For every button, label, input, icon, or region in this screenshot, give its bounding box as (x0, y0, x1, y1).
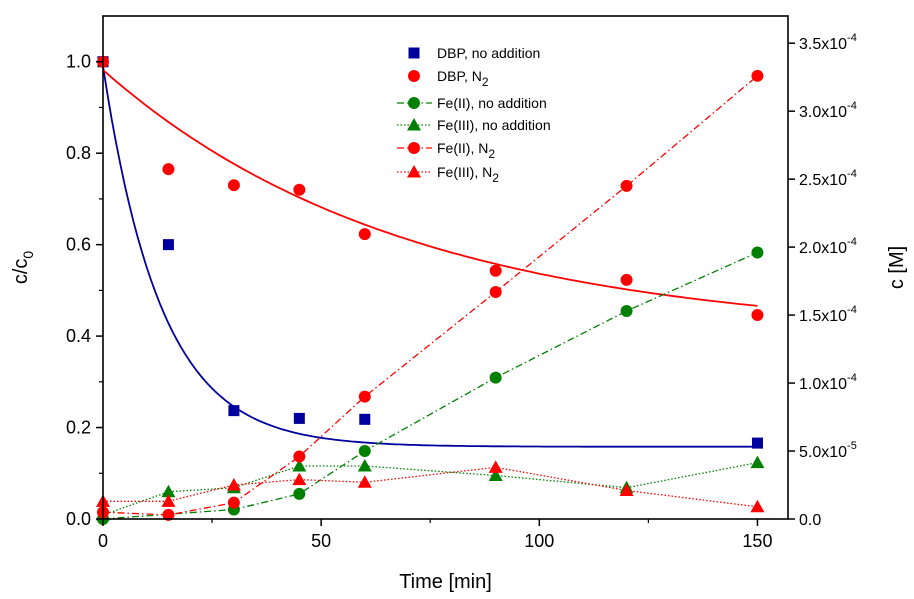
data-point (358, 445, 371, 458)
legend-marker (407, 165, 421, 178)
data-point (293, 450, 306, 463)
data-point (751, 246, 764, 259)
legend-marker (407, 118, 421, 131)
data-point (751, 69, 764, 82)
x-tick-label: 150 (742, 531, 772, 551)
legend-marker (408, 142, 420, 154)
legend-marker (408, 47, 420, 59)
legend-label: Fe(II), N2 (437, 140, 495, 161)
y-axis-left-label: c/c0 (10, 251, 36, 285)
series-markers (96, 55, 765, 525)
data-point (359, 413, 371, 425)
fit-curve (102, 66, 758, 448)
data-point (751, 309, 764, 322)
series-lines (102, 75, 758, 520)
fit-curve (102, 69, 758, 307)
x-tick-label: 0 (98, 531, 108, 551)
legend: DBP, no addition DBP, N2 Fe(II), no additi… (397, 45, 551, 185)
x-tick-label: 50 (311, 531, 331, 551)
legend-marker (408, 97, 420, 109)
x-axis-label: Time [min] (399, 571, 492, 593)
y-right-tick-label: 1.0x10-4 (799, 372, 857, 393)
y-left-tick-label: 0.6 (66, 235, 91, 255)
data-point (161, 484, 176, 498)
data-point (292, 472, 307, 486)
data-point (226, 478, 241, 491)
data-point (162, 163, 175, 176)
data-point (228, 405, 240, 417)
y-left-tick-label: 0.8 (66, 143, 91, 163)
data-point (227, 496, 240, 509)
y-right-tick-label: 2.0x10-4 (799, 236, 857, 257)
data-point (358, 390, 371, 403)
data-point (292, 458, 307, 472)
series-line (103, 466, 758, 508)
data-point (357, 475, 372, 488)
y-left-tick-label: 1.0 (66, 52, 91, 72)
y-right-tick-label: 1.5x10-4 (799, 304, 857, 325)
data-point (488, 460, 503, 473)
data-point (488, 468, 503, 481)
data-point (750, 455, 765, 469)
y-right-tick-label: 0.0 (799, 512, 821, 529)
series-line (102, 251, 758, 520)
legend-label: Fe(III), no addition (437, 117, 551, 133)
y-left-tick-label: 0.2 (66, 418, 91, 438)
data-point (620, 305, 633, 318)
data-point (293, 183, 306, 196)
data-point (489, 285, 502, 298)
legend-label: Fe(II), no addition (437, 95, 547, 111)
data-point (293, 412, 305, 424)
axes: 0 50 100 150 0.0 0.2 0.4 0.6 0.8 1.0 0.0 5.0x10-5 1.… (66, 32, 857, 551)
data-point (227, 179, 240, 192)
data-point (620, 179, 633, 192)
series-line (102, 461, 758, 516)
fit-curves (102, 66, 758, 448)
data-point (751, 437, 763, 449)
data-point (162, 508, 175, 521)
y-left-tick-label: 0.0 (66, 509, 91, 529)
y-right-tick-label: 2.5x10-4 (799, 168, 857, 189)
legend-label: DBP, N2 (437, 68, 489, 89)
y-axis-left-label-subscript: 0 (20, 251, 36, 259)
plot-frame (102, 15, 789, 520)
data-point (162, 239, 174, 251)
y-right-tick-label: 3.5x10-4 (799, 32, 857, 53)
data-point (358, 228, 371, 241)
legend-label: Fe(III), N2 (437, 164, 499, 185)
y-right-tick-label: 5.0x10-5 (799, 440, 857, 461)
data-point (357, 458, 372, 472)
data-point (161, 494, 176, 507)
y-axis-right-label: c [M] (886, 246, 908, 289)
data-point (489, 264, 502, 277)
series-line (102, 75, 758, 516)
data-point (619, 483, 634, 496)
legend-label: DBP, no addition (437, 45, 540, 61)
data-point (750, 499, 765, 513)
data-point (620, 273, 633, 286)
x-tick-label: 100 (524, 531, 554, 551)
legend-marker (408, 70, 420, 82)
data-point (293, 487, 306, 500)
y-right-tick-label: 3.0x10-4 (799, 100, 857, 121)
y-axis-left-label-main: c/c (10, 259, 32, 285)
data-point (489, 371, 502, 384)
y-left-tick-label: 0.4 (66, 326, 91, 346)
